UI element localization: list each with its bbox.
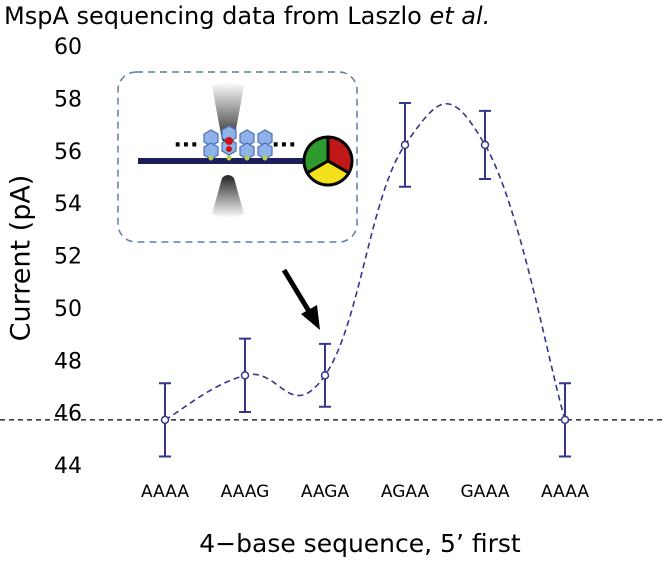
y-tick-label: 46 — [54, 402, 82, 427]
data-point — [480, 140, 490, 150]
x-tick-label: AAAA — [541, 482, 589, 502]
x-tick-label: GAAA — [460, 482, 509, 502]
x-tick-label: AGAA — [381, 482, 430, 502]
pore-bottom — [212, 175, 244, 218]
data-point — [160, 415, 170, 425]
x-axis-label: 4−base sequence, 5’ first — [199, 529, 521, 558]
y-axis-label: Current (pA) — [6, 175, 37, 342]
title-emphasis: et al. — [429, 2, 490, 30]
y-tick-label: 58 — [54, 87, 82, 112]
chart-title: MspA sequencing data from Laszlo et al. — [4, 2, 490, 30]
y-tick-label: 54 — [54, 192, 82, 217]
y-tick-label: 56 — [54, 140, 82, 165]
data-point — [560, 415, 570, 425]
y-tick-label: 50 — [54, 297, 82, 322]
dna-strand — [138, 158, 308, 164]
x-tick-label: AAAG — [221, 482, 270, 502]
ellipsis: ··· — [173, 133, 198, 158]
x-tick-label: AAAA — [141, 482, 189, 502]
ellipsis: ··· — [271, 133, 296, 158]
arrow — [281, 268, 320, 330]
y-tick-label: 60 — [54, 35, 82, 60]
inset-diagram: ··· ··· — [117, 71, 358, 243]
data-point — [400, 140, 410, 150]
y-tick-label: 44 — [54, 454, 82, 479]
title-main: MspA sequencing data from Laszlo — [4, 2, 422, 30]
y-tick-label: 52 — [54, 245, 82, 270]
y-tick-label: 48 — [54, 349, 82, 374]
x-tick-label: AAGA — [301, 482, 350, 502]
pore-top — [212, 82, 244, 143]
data-point — [320, 371, 330, 380]
data-point — [240, 371, 250, 380]
inset-frame — [117, 71, 358, 243]
